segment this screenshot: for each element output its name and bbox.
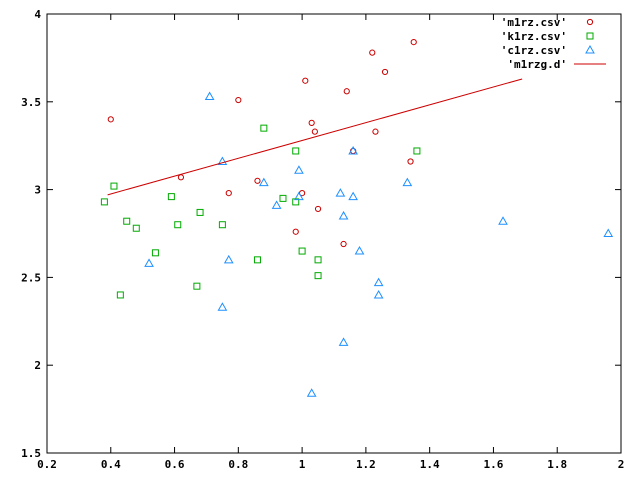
data-point-circle xyxy=(369,49,376,56)
x-tick-label: 0.6 xyxy=(165,458,185,471)
data-point-triangle xyxy=(373,289,384,299)
data-point-triangle xyxy=(271,200,282,209)
data-point-circle xyxy=(302,77,309,84)
data-point-circle xyxy=(372,128,379,135)
y-tick-label: 3.5 xyxy=(21,96,41,109)
data-point-circle xyxy=(235,96,242,104)
data-point-square xyxy=(110,182,118,190)
data-point-square xyxy=(298,247,306,255)
data-point-circle xyxy=(107,116,114,123)
data-point-circle xyxy=(292,228,299,235)
data-point-square xyxy=(314,256,322,264)
data-point-circle xyxy=(177,174,185,181)
data-point-square xyxy=(167,193,175,201)
legend-label: 'm1rz.csv' xyxy=(501,16,567,29)
data-point-square xyxy=(314,272,322,280)
data-point-triangle xyxy=(498,216,508,225)
data-point-square xyxy=(132,224,140,232)
data-point-triangle xyxy=(338,210,349,220)
data-point-triangle xyxy=(335,188,346,197)
data-point-square xyxy=(193,282,201,290)
data-point-square xyxy=(123,217,131,225)
data-point-square xyxy=(151,249,159,257)
data-point-triangle xyxy=(223,254,234,264)
plot-frame xyxy=(46,13,622,454)
data-point-triangle xyxy=(354,246,365,255)
data-point-triangle xyxy=(306,388,317,397)
data-point-triangle xyxy=(294,191,304,201)
y-tick-label: 1.5 xyxy=(21,447,41,460)
data-point-circle xyxy=(314,205,322,213)
x-tick-label: 1.4 xyxy=(420,458,440,471)
legend-label: 'm1rzg.d' xyxy=(507,58,567,71)
data-point-square xyxy=(196,208,204,216)
data-point-circle xyxy=(407,158,414,165)
data-point-square xyxy=(174,221,182,229)
data-point-triangle xyxy=(258,177,269,187)
legend-swatch-circle xyxy=(586,18,594,26)
legend-swatch-triangle xyxy=(585,44,595,54)
data-point-square xyxy=(292,147,300,155)
x-tick-label: 1.6 xyxy=(484,458,504,471)
data-point-square xyxy=(116,291,124,299)
data-point-triangle xyxy=(144,258,154,267)
x-tick-label: 2 xyxy=(618,458,625,471)
x-tick-label: 0.2 xyxy=(37,458,57,471)
series-1 xyxy=(100,124,421,299)
data-point-triangle xyxy=(217,302,228,311)
y-tick-label: 2 xyxy=(34,359,41,372)
y-tick-label: 4 xyxy=(34,8,41,21)
axis-ticks: 0.2 0.4 0.6 0.8 1 1.2 1.4 1.6 1.8 2 1.5 2 2.5 3 3.5 4 xyxy=(21,8,624,471)
legend-label: 'k1rz.csv' xyxy=(501,30,567,43)
data-point-triangle xyxy=(217,156,228,166)
data-point-square xyxy=(279,194,287,202)
data-point-square xyxy=(260,124,268,132)
y-tick-label: 2.5 xyxy=(21,271,41,284)
data-point-circle xyxy=(340,240,347,248)
data-point-square xyxy=(218,221,226,229)
data-point-circle xyxy=(311,128,318,135)
data-point-triangle xyxy=(402,177,413,187)
legend-swatch-square xyxy=(586,32,594,40)
x-tick-label: 0.4 xyxy=(101,458,121,471)
data-point-triangle xyxy=(603,228,614,237)
data-series xyxy=(100,38,614,397)
data-point-triangle xyxy=(338,337,349,346)
series-0 xyxy=(107,38,417,248)
series-2 xyxy=(144,91,614,397)
x-tick-label: 0.8 xyxy=(228,458,248,471)
x-tick-label: 1.8 xyxy=(547,458,567,471)
fit-line xyxy=(107,78,523,196)
x-tick-label: 1 xyxy=(299,458,306,471)
data-point-circle xyxy=(225,190,232,197)
data-point-square xyxy=(100,198,108,206)
data-point-triangle xyxy=(348,191,358,201)
legend-label: 'c1rz.csv' xyxy=(501,44,567,57)
series-3 xyxy=(107,78,523,196)
data-point-circle xyxy=(308,119,315,126)
data-point-circle xyxy=(254,177,261,184)
data-point-square xyxy=(253,256,261,264)
y-tick-label: 3 xyxy=(34,184,41,197)
data-point-square xyxy=(413,147,421,155)
data-point-triangle xyxy=(373,277,384,287)
data-point-triangle xyxy=(348,145,358,155)
data-point-circle xyxy=(410,38,417,46)
data-point-circle xyxy=(343,88,350,95)
data-point-triangle xyxy=(294,165,304,174)
legend: 'm1rz.csv''k1rz.csv''c1rz.csv''m1rzg.d' xyxy=(501,16,606,71)
data-point-triangle xyxy=(204,91,215,101)
x-tick-label: 1.2 xyxy=(356,458,376,471)
data-point-circle xyxy=(381,68,389,76)
